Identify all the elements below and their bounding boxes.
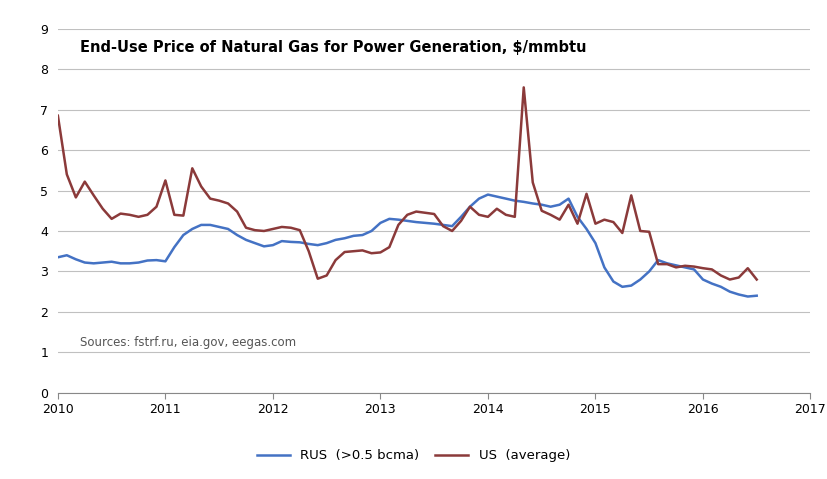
US  (average) — [241, 225, 251, 230]
RUS  (>0.5 bcma) — [743, 294, 753, 299]
Legend: RUS  (>0.5 bcma), US  (average): RUS (>0.5 bcma), US (average) — [251, 444, 576, 468]
RUS  (>0.5 bcma) — [241, 237, 251, 243]
US  (average) — [519, 84, 528, 90]
RUS  (>0.5 bcma) — [223, 226, 233, 232]
RUS  (>0.5 bcma) — [752, 293, 762, 298]
Line: RUS  (>0.5 bcma): RUS (>0.5 bcma) — [58, 194, 757, 297]
US  (average) — [331, 257, 341, 263]
Line: US  (average): US (average) — [58, 87, 757, 280]
US  (average) — [223, 201, 233, 206]
RUS  (>0.5 bcma) — [457, 214, 466, 220]
US  (average) — [572, 221, 582, 227]
US  (average) — [725, 277, 735, 283]
Text: Sources: fstrf.ru, eia.gov, eegas.com: Sources: fstrf.ru, eia.gov, eegas.com — [80, 336, 297, 349]
US  (average) — [53, 113, 63, 119]
RUS  (>0.5 bcma) — [53, 254, 63, 260]
RUS  (>0.5 bcma) — [340, 235, 350, 241]
US  (average) — [340, 249, 350, 255]
RUS  (>0.5 bcma) — [331, 237, 341, 243]
US  (average) — [752, 277, 762, 283]
RUS  (>0.5 bcma) — [483, 192, 493, 197]
US  (average) — [457, 218, 466, 224]
Text: End-Use Price of Natural Gas for Power Generation, $/mmbtu: End-Use Price of Natural Gas for Power G… — [80, 40, 587, 55]
RUS  (>0.5 bcma) — [572, 214, 582, 220]
